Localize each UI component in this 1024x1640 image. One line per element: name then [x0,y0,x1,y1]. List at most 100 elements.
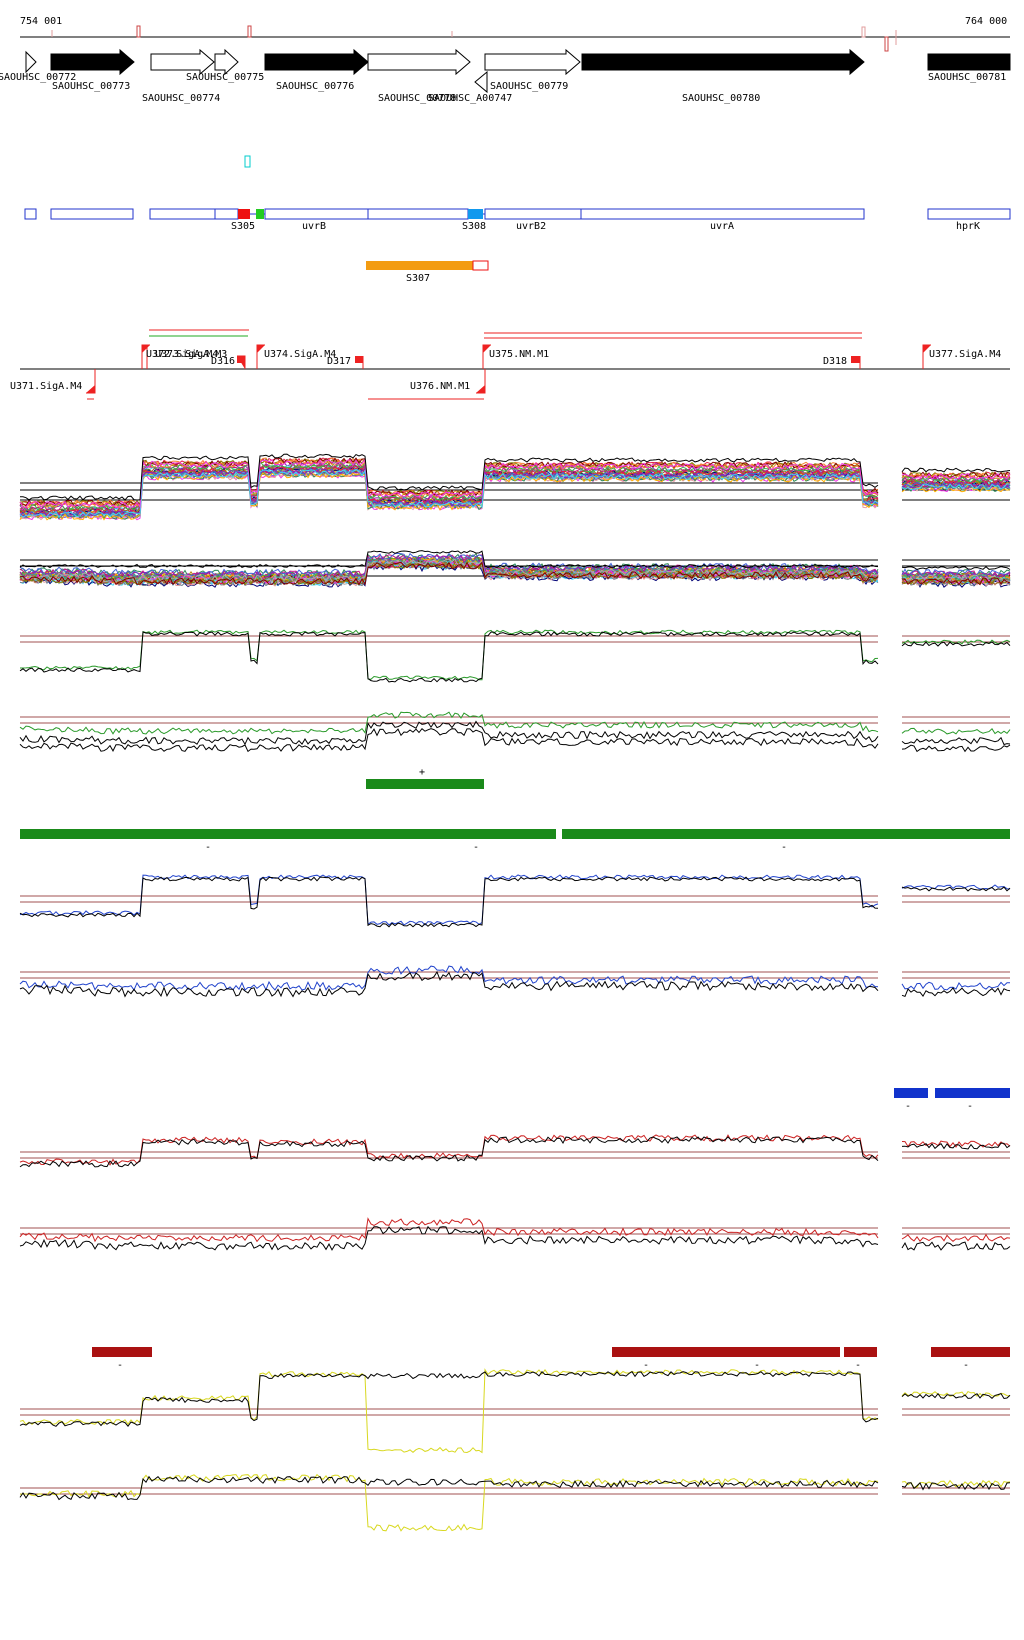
gene-arrow[interactable] [474,70,488,94]
red-segment[interactable] [92,1347,152,1357]
segment-mark: - [473,842,479,853]
annotation-box[interactable] [484,208,582,220]
annotation-box[interactable] [264,208,369,220]
d-marker[interactable] [851,356,860,363]
expression-trace-multi [901,573,1011,582]
expression-trace-black [19,1136,879,1168]
annotation-label: S308 [462,221,486,232]
annotation-label: uvrB2 [516,221,546,232]
blue-segment[interactable] [935,1088,1010,1098]
expression-trace-red [901,1233,1011,1243]
expression-trace-black [901,886,1011,892]
expression-trace-black [19,970,879,998]
gene-arrow[interactable] [150,48,215,76]
expression-trace-black [19,720,879,746]
expression-trace-yellow [19,1368,879,1454]
segment-mark: - [855,1360,861,1371]
marker-s305[interactable] [238,209,250,219]
expression-trace-black [19,727,879,753]
expression-trace-black [901,1392,1011,1400]
segment-bars: + - - - - - - - - - - [20,767,1010,1371]
annotation-box[interactable] [24,208,37,220]
green-segment[interactable] [366,779,484,789]
expression-trace-multi [901,483,1011,491]
expression-trace-multi [901,577,1011,586]
segment-mark: - [754,1360,760,1371]
expression-trace-multi [901,574,1011,583]
expression-trace-yellow [901,1390,1011,1397]
gene-arrow[interactable] [927,53,1011,71]
expression-trace-red [19,1134,879,1166]
expression-trace-reference [20,453,879,501]
gene-arrow[interactable] [50,48,135,76]
gene-label: SAOUHSC_A00747 [428,93,512,104]
gene-arrow[interactable] [25,50,37,74]
expression-trace-yellow [19,1473,879,1532]
expression-trace-blue [19,965,879,992]
expression-trace-multi [901,476,1011,485]
expression-trace-multi [19,458,879,509]
expression-trace-blue [19,874,879,926]
promoter-label: U377.SigA.M4 [929,349,1001,360]
marker-s308[interactable] [468,209,483,219]
annotation-box[interactable] [149,208,216,220]
orange-bar-end[interactable] [472,260,489,271]
expression-trace-black [19,1475,879,1501]
expression-trace-reference [901,467,1011,473]
expression-trace-green [901,727,1011,735]
expression-trace-multi [901,472,1011,480]
red-segment[interactable] [612,1347,840,1357]
annotation-box[interactable] [50,208,134,220]
gene-arrow[interactable] [581,48,865,76]
green-segment[interactable] [562,829,1010,839]
promoter-label: U373.SigA.M3 [155,349,227,360]
segment-mark: - [963,1360,969,1371]
gene-arrow[interactable] [264,48,369,76]
expression-trace-blue [901,981,1011,991]
orange-feature: S307 [366,260,489,284]
red-segment[interactable] [844,1347,877,1357]
expression-trace-black [901,744,1011,753]
green-segment[interactable] [20,829,556,839]
promoter-label: U371.SigA.M4 [10,381,82,392]
gene-label: SAOUHSC_00779 [490,81,568,92]
d-marker[interactable] [355,356,363,363]
orange-bar[interactable] [366,261,473,270]
promoter-label: D316 [211,356,235,367]
gene-label: SAOUHSC_00781 [928,72,1006,83]
gene-arrow[interactable] [367,48,471,76]
annotation-box[interactable] [367,208,469,220]
gene-label: SAOUHSC_00772 [0,72,76,83]
promoter-label: U372.SigA.M4 [146,349,218,360]
gene-arrow[interactable] [214,48,239,76]
annotation-box[interactable] [927,208,1011,220]
expression-trace-red [901,1140,1011,1148]
promoter-track: U371.SigA.M4 U372.SigA.M4 U373.SigA.M3 D… [10,329,1010,400]
annotation-label: uvrB [302,221,326,232]
expression-trace-multi [901,485,1011,493]
promoter-label: U375.NM.M1 [489,349,549,360]
expression-trace-multi [19,469,879,519]
gene-arrow[interactable] [484,48,581,76]
segment-mark: - [967,1101,973,1112]
annotation-label: uvrA [710,221,734,232]
annotation-box[interactable] [580,208,865,220]
expression-trace-multi [19,552,879,577]
expression-trace-multi [901,481,1011,490]
expression-trace-reference [19,550,879,569]
gene-label: SAOUHSC_00773 [52,81,130,92]
red-segment[interactable] [931,1347,1010,1357]
blue-segment[interactable] [894,1088,928,1098]
marker-green[interactable] [256,209,264,219]
segment-mark: - [643,1360,649,1371]
orange-label: S307 [406,273,430,284]
expression-trace-multi [902,577,1011,586]
expression-trace-black [901,641,1011,647]
gene-track: SAOUHSC_00772 SAOUHSC_00773 SAOUHSC_0077… [0,48,1011,104]
gene-label: SAOUHSC_00776 [276,81,354,92]
annotation-box[interactable] [214,208,239,220]
expression-trace-black [19,631,879,683]
expression-trace-multi [19,558,879,583]
expression-trace-black [901,736,1011,746]
